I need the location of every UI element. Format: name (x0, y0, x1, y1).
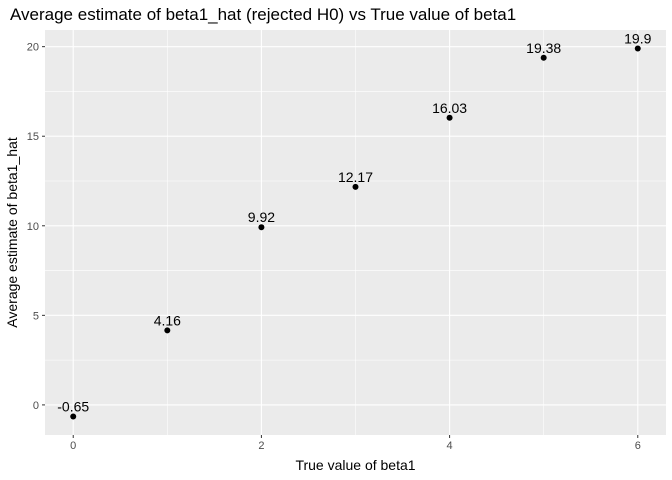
axis-ticks (42, 46, 639, 438)
data-point (164, 327, 171, 334)
data-point (540, 54, 547, 61)
x-tick-labels: 0 2 4 6 (70, 440, 641, 452)
y-tick-label: 10 (27, 221, 39, 233)
data-point-label: 4.16 (154, 312, 181, 328)
data-point-label: 12.17 (338, 169, 373, 185)
data-point-label: 9.92 (248, 209, 275, 225)
y-tick-label: 20 (27, 42, 39, 54)
data-labels: -0.65 4.16 9.92 12.17 16.03 19.38 19.9 (57, 30, 651, 414)
grid-major (45, 30, 666, 435)
x-tick-label: 0 (70, 440, 76, 452)
y-axis-label: Average estimate of beta1_hat (4, 137, 20, 328)
data-point (258, 224, 265, 231)
y-tick-label: 15 (27, 131, 39, 143)
x-tick-label: 6 (635, 440, 641, 452)
data-point-label: -0.65 (57, 399, 89, 415)
x-axis-label: True value of beta1 (295, 457, 415, 473)
x-tick-label: 2 (258, 440, 264, 452)
y-tick-labels: 0 5 10 15 20 (27, 42, 39, 412)
data-point-label: 16.03 (432, 100, 467, 116)
data-point-label: 19.38 (526, 40, 561, 56)
data-point (70, 413, 77, 420)
data-point (352, 183, 359, 190)
data-point-label: 19.9 (624, 30, 651, 46)
data-points (70, 45, 641, 420)
data-point (634, 45, 641, 52)
x-tick-label: 4 (447, 440, 453, 452)
grid-minor (45, 30, 666, 435)
data-point (446, 114, 453, 121)
y-tick-label: 0 (33, 400, 39, 412)
y-tick-label: 5 (33, 310, 39, 322)
chart-title: Average estimate of beta1_hat (rejected … (10, 5, 516, 24)
